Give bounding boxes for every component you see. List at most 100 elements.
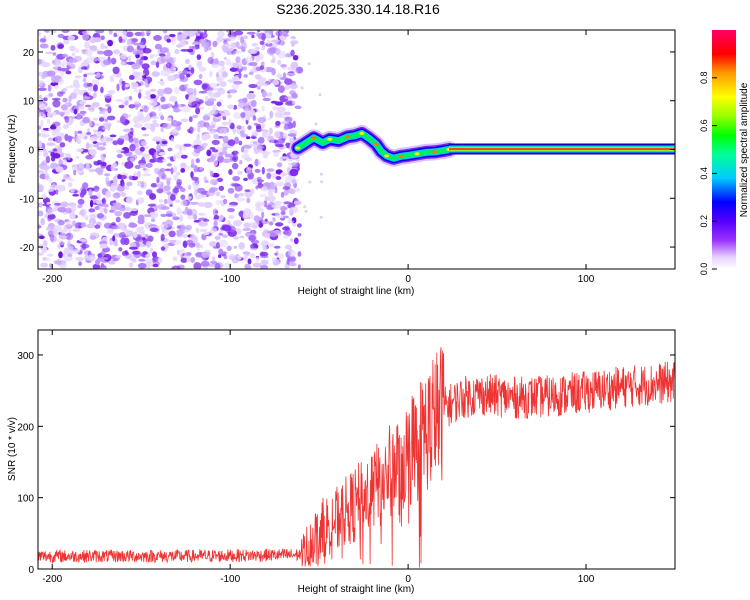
noise-blob	[140, 31, 145, 37]
ridge-hotspot	[345, 135, 351, 139]
y-tick-label: -20	[20, 243, 35, 254]
noise-blob	[99, 206, 104, 214]
noise-blob	[254, 168, 261, 173]
noise-blob	[115, 255, 122, 259]
noise-blob	[185, 94, 190, 100]
noise-blob	[40, 217, 46, 226]
noise-blob	[243, 254, 248, 262]
noise-blob	[59, 241, 65, 246]
noise-blob	[75, 155, 80, 160]
noise-blob	[143, 78, 148, 87]
noise-blob	[38, 210, 44, 217]
noise-blob	[259, 65, 265, 70]
noise-blob	[206, 126, 213, 131]
noise-blob	[249, 253, 256, 259]
noise-blob	[261, 211, 265, 218]
noise-blob	[245, 56, 254, 63]
noise-blob	[247, 258, 252, 265]
noise-blob	[92, 263, 101, 269]
noise-blob	[63, 255, 73, 262]
noise-blob	[270, 138, 275, 143]
noise-blob	[136, 183, 142, 187]
noise-blob	[74, 190, 78, 194]
noise-blob	[259, 193, 266, 197]
noise-blob	[178, 146, 183, 152]
noise-blob	[38, 80, 45, 84]
noise-blob	[160, 69, 170, 77]
noise-blob	[284, 244, 292, 250]
noise-blob	[109, 134, 117, 138]
noise-blob	[180, 162, 187, 170]
noise-blob	[186, 239, 194, 246]
noise-blob	[67, 135, 73, 143]
noise-blob	[202, 32, 208, 39]
noise-blob	[93, 56, 98, 62]
noise-blob	[174, 121, 183, 126]
noise-blob	[167, 75, 175, 82]
noise-blob	[253, 215, 261, 223]
noise-blob	[218, 254, 222, 259]
noise-blob	[229, 67, 238, 72]
noise-blob	[74, 75, 82, 79]
noise-blob	[118, 36, 123, 43]
noise-blob	[151, 218, 155, 222]
noise-blob	[66, 176, 72, 180]
noise-blob	[174, 48, 180, 55]
noise-blob	[145, 162, 153, 168]
noise-blob	[59, 151, 64, 158]
noise-blob	[230, 182, 240, 187]
noise-blob	[210, 171, 214, 178]
noise-blob	[143, 214, 152, 218]
noise-blob	[113, 49, 121, 55]
noise-blob	[94, 167, 104, 174]
noise-blob	[222, 135, 229, 144]
spectrogram-x-label: Height of straight line (km)	[298, 286, 415, 297]
noise-blob	[149, 111, 157, 118]
noise-blob	[49, 263, 53, 268]
ridge-hotspot	[295, 146, 301, 150]
noise-blob	[244, 189, 251, 193]
noise-blob	[267, 78, 273, 84]
noise-blob	[96, 192, 101, 198]
noise-blob	[149, 225, 159, 229]
noise-blob	[143, 56, 148, 60]
noise-blob	[38, 235, 45, 240]
noise-blob	[303, 205, 307, 209]
noise-blob	[46, 142, 56, 147]
noise-blob	[104, 45, 108, 49]
noise-blob	[255, 201, 265, 207]
noise-blob	[241, 112, 246, 118]
noise-blob	[286, 100, 294, 105]
noise-blob	[227, 139, 236, 147]
noise-blob	[215, 191, 221, 197]
noise-blob	[120, 237, 127, 245]
noise-blob	[148, 101, 158, 107]
noise-blob	[283, 189, 289, 196]
noise-blob	[283, 201, 291, 205]
noise-blob	[248, 71, 254, 76]
noise-blob	[39, 82, 43, 87]
noise-blob	[38, 225, 42, 229]
noise-blob	[252, 262, 262, 268]
noise-blob	[176, 171, 181, 176]
noise-blob	[38, 132, 42, 137]
noise-blob	[195, 107, 201, 115]
noise-blob	[149, 227, 159, 232]
noise-blob	[243, 148, 249, 154]
noise-blob	[134, 76, 144, 81]
noise-blob	[262, 129, 266, 137]
noise-blob	[167, 147, 173, 152]
noise-blob	[141, 63, 150, 70]
noise-blob	[165, 62, 172, 69]
noise-blob	[152, 251, 157, 258]
noise-blob	[192, 182, 200, 190]
noise-blob	[149, 94, 156, 99]
noise-blob	[124, 119, 130, 125]
noise-blob	[228, 204, 237, 208]
noise-blob	[203, 201, 213, 209]
noise-blob	[45, 51, 54, 55]
noise-blob	[115, 99, 124, 102]
noise-blob	[145, 90, 151, 96]
noise-blob	[160, 96, 166, 103]
noise-blob	[209, 82, 218, 88]
